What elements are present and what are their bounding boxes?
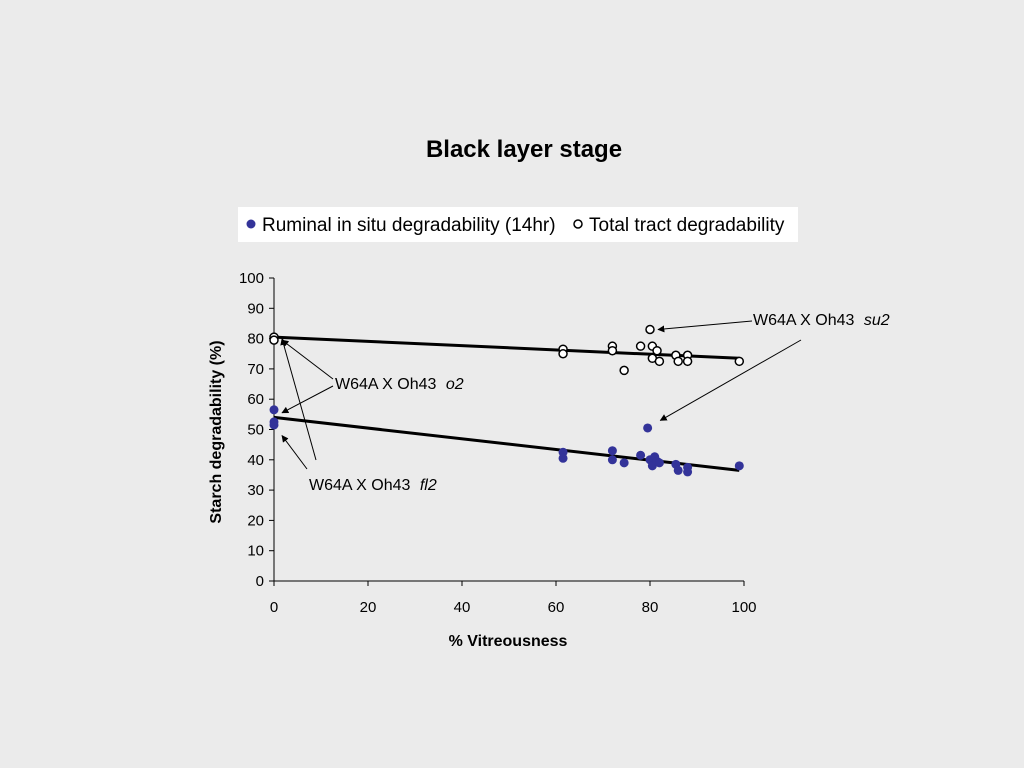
y-tick-label-70: 70 [247, 361, 264, 378]
point-series-0-6 [607, 455, 617, 465]
annotation-su2-mutant: su2 [864, 312, 890, 329]
y-tick-label-60: 60 [247, 391, 264, 408]
annotations: W64A X Oh43 su2 W64A X Oh43 o2 W64A X Oh… [280, 312, 890, 494]
y-tick-label-30: 30 [247, 482, 264, 499]
point-series-1-5 [607, 345, 618, 356]
point-series-1-3 [558, 349, 568, 359]
point-series-0-7 [619, 458, 629, 468]
point-series-0-14 [654, 458, 664, 468]
y-tick-label-80: 80 [247, 331, 264, 348]
x-tick-label-20: 20 [360, 599, 377, 616]
trendline-series-0 [273, 415, 740, 472]
annotation-fl2-mutant: fl2 [420, 477, 437, 494]
y-tick-label-0: 0 [256, 573, 264, 590]
legend-label-ruminal: Ruminal in situ degradability (14hr) [262, 215, 556, 236]
trendlines [273, 335, 740, 472]
x-tick-label-80: 80 [642, 599, 659, 616]
point-series-0-2 [269, 420, 279, 430]
annotation-arrow-o2-1 [281, 385, 334, 414]
point-series-1-12 [654, 356, 665, 367]
legend-marker-ruminal [246, 219, 256, 229]
annotation-su2: W64A X Oh43 su2 [753, 312, 890, 329]
point-series-1-14 [673, 356, 683, 367]
annotation-su2-label: W64A X Oh43 [753, 312, 854, 329]
y-axis-title: Starch degradability (%) [208, 340, 225, 523]
y-tick-label-10: 10 [247, 543, 264, 560]
annotation-o2: W64A X Oh43 o2 [335, 376, 464, 393]
point-series-1-17 [734, 356, 745, 367]
point-series-0-19 [734, 461, 744, 471]
legend-marker-total-tract [573, 219, 583, 229]
y-tick-label-50: 50 [247, 422, 264, 439]
trendline-series-1 [273, 335, 740, 360]
annotation-arrow-su2-0 [657, 320, 753, 333]
x-tick-label-60: 60 [548, 599, 565, 616]
x-tick-label-100: 100 [731, 599, 756, 616]
point-series-0-16 [673, 465, 683, 475]
chart-title: Black layer stage [426, 136, 622, 163]
legend-box [238, 207, 798, 242]
annotation-fl2: W64A X Oh43 fl2 [309, 477, 437, 494]
point-series-1-1 [269, 335, 279, 345]
point-series-1-7 [635, 341, 646, 351]
point-series-0-18 [683, 467, 693, 477]
annotation-arrow-fl2-0 [281, 434, 308, 470]
point-series-0-9 [643, 423, 653, 433]
point-series-0-5 [607, 446, 617, 456]
point-series-1-16 [682, 356, 693, 367]
annotation-arrow-su2-1 [659, 339, 802, 421]
annotation-o2-label: W64A X Oh43 [335, 376, 436, 393]
x-axis-ticks: 0 20 40 60 80 100 [270, 581, 757, 616]
x-tick-label-0: 0 [270, 599, 278, 616]
annotation-o2-mutant: o2 [446, 376, 464, 393]
point-series-0-8 [636, 450, 646, 460]
point-series-0-0 [269, 405, 279, 415]
point-series-1-8 [645, 324, 655, 335]
y-tick-label-100: 100 [239, 270, 264, 287]
annotation-arrow-o2-0 [281, 339, 334, 380]
legend-label-total-tract: Total tract degradability [589, 215, 785, 236]
point-series-1-6 [619, 365, 629, 376]
x-tick-label-40: 40 [454, 599, 471, 616]
y-tick-label-40: 40 [247, 452, 264, 469]
annotation-fl2-label: W64A X Oh43 [309, 477, 410, 494]
data-points [269, 324, 745, 477]
point-series-0-4 [558, 453, 568, 463]
y-tick-label-20: 20 [247, 512, 264, 529]
y-axis-ticks: 0 10 20 30 40 50 60 70 80 90 100 [239, 270, 274, 590]
annotation-arrow-fl2-1 [280, 337, 317, 461]
x-axis-title: % Vitreousness [449, 633, 568, 650]
point-series-1-11 [652, 345, 662, 356]
y-tick-label-90: 90 [247, 300, 264, 317]
legend: Ruminal in situ degradability (14hr) Tot… [238, 207, 798, 242]
